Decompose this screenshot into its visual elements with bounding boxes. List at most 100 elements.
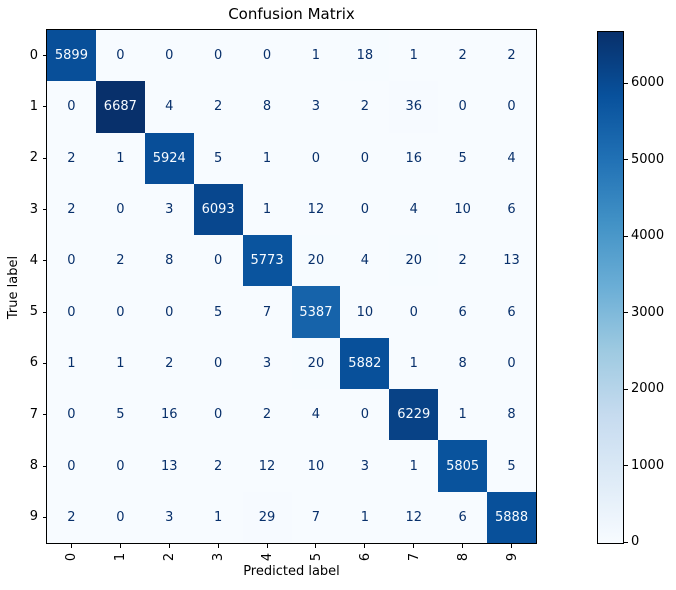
matrix-cell: 2	[193, 440, 243, 492]
cell-value: 20	[405, 253, 423, 269]
colorbar-tick-label: 5000	[631, 151, 665, 167]
matrix-cell: 20	[291, 337, 341, 390]
cell-value: 4	[360, 253, 369, 269]
cell-value: 4	[409, 202, 418, 218]
matrix-cell: 1	[389, 337, 439, 390]
colorbar-tick-mark	[624, 388, 628, 390]
cell-value: 4	[311, 407, 321, 423]
cell-value: 0	[214, 48, 223, 64]
colorbar	[597, 31, 624, 544]
matrix-cell: 8	[144, 235, 194, 287]
cell-value: 13	[160, 458, 178, 474]
matrix-cell: 0	[95, 440, 145, 492]
matrix-cell: 1	[438, 389, 488, 441]
matrix-cell: 0	[487, 81, 536, 133]
x-tick-label: 7	[406, 552, 422, 562]
matrix-cell: 6229	[389, 389, 439, 441]
y-tick-mark	[43, 465, 47, 467]
matrix-cell: 2	[242, 389, 292, 441]
matrix-cell: 0	[47, 389, 96, 441]
cell-value: 8	[262, 99, 272, 115]
matrix-cell: 1	[389, 30, 439, 82]
y-tick-label: 4	[29, 252, 38, 268]
colorbar-tick-label: 0	[631, 534, 640, 549]
cell-value: 18	[356, 48, 374, 64]
x-tick-mark	[119, 544, 121, 548]
matrix-cell: 20	[389, 235, 439, 287]
cell-value: 2	[67, 202, 76, 218]
y-tick-mark	[43, 55, 47, 57]
cell-value: 8	[165, 253, 174, 269]
matrix-cell: 5	[438, 132, 488, 184]
matrix-cell: 10	[438, 183, 488, 236]
matrix-cell: 4	[144, 81, 194, 133]
cell-value: 5	[214, 304, 223, 320]
cell-value: 0	[165, 304, 174, 320]
cell-value: 5888	[495, 509, 529, 525]
matrix-cell: 2	[438, 30, 488, 82]
y-tick-label: 8	[29, 458, 38, 474]
cell-value: 0	[116, 458, 125, 474]
colorbar-tick-label: 2000	[631, 381, 665, 397]
x-tick-label: 9	[504, 552, 520, 562]
cell-value: 1	[458, 407, 467, 423]
y-tick-label: 6	[29, 355, 38, 371]
cell-value: 0	[311, 150, 321, 166]
matrix-cell: 12	[389, 491, 439, 543]
matrix-cell: 7	[242, 286, 292, 338]
cell-value: 7	[262, 304, 272, 320]
x-tick-label: 0	[63, 552, 79, 562]
matrix-cell: 6	[487, 183, 536, 236]
cell-value: 6	[507, 304, 516, 320]
cell-value: 5899	[54, 48, 88, 64]
cell-value: 1	[214, 509, 223, 525]
matrix-cell: 0	[487, 337, 536, 390]
matrix-cell: 0	[144, 30, 194, 82]
y-tick-label: 5	[29, 304, 38, 320]
matrix-cell: 0	[340, 132, 390, 184]
cell-value: 0	[409, 304, 418, 320]
matrix-cell: 2	[340, 81, 390, 133]
cell-value: 0	[507, 99, 516, 115]
y-tick-label: 9	[29, 509, 38, 525]
y-tick-label: 3	[29, 201, 38, 217]
matrix-cell: 13	[144, 440, 194, 492]
matrix-plot-area: 5899 0 0 0 0 1 18 1 2 2 0 6687 4 2 8 3 2 36 0 0 2 1 5924 5 1 0 0 16…	[46, 29, 537, 544]
matrix-cell: 0	[47, 235, 96, 287]
cell-value: 20	[307, 355, 325, 371]
matrix-cell: 5773	[242, 235, 292, 287]
matrix-cell: 5882	[340, 337, 390, 390]
matrix-cell: 5	[193, 132, 243, 184]
matrix-cell: 0	[389, 286, 439, 338]
matrix-cell: 6	[438, 491, 488, 543]
cell-value: 2	[507, 48, 516, 64]
matrix-cell: 5387	[291, 286, 341, 338]
matrix-cell: 2	[47, 132, 96, 184]
cell-value: 1	[262, 150, 272, 166]
matrix-cell: 18	[340, 30, 390, 82]
cell-value: 0	[214, 355, 223, 371]
y-tick-mark	[43, 516, 47, 518]
matrix-cell: 4	[487, 132, 536, 184]
matrix-cell: 1	[340, 491, 390, 543]
y-tick-mark	[43, 260, 47, 262]
x-tick-label: 8	[455, 552, 471, 562]
cell-value: 1	[311, 48, 321, 64]
cell-value: 2	[262, 407, 272, 423]
cell-value: 5773	[250, 253, 284, 269]
cell-value: 2	[116, 253, 125, 269]
cell-value: 6	[507, 202, 516, 218]
cell-value: 3	[165, 509, 174, 525]
cell-value: 5	[507, 458, 516, 474]
cell-value: 7	[311, 509, 321, 525]
matrix-cell: 10	[291, 440, 341, 492]
y-tick-label: 1	[29, 98, 38, 114]
cell-value: 5	[116, 407, 125, 423]
matrix-cell: 0	[291, 132, 341, 184]
matrix-cell: 5805	[438, 440, 488, 492]
cell-value: 16	[160, 407, 178, 423]
matrix-cell: 5	[487, 440, 536, 492]
y-tick-mark	[43, 106, 47, 108]
matrix-cell: 4	[340, 235, 390, 287]
cell-value: 0	[67, 304, 76, 320]
